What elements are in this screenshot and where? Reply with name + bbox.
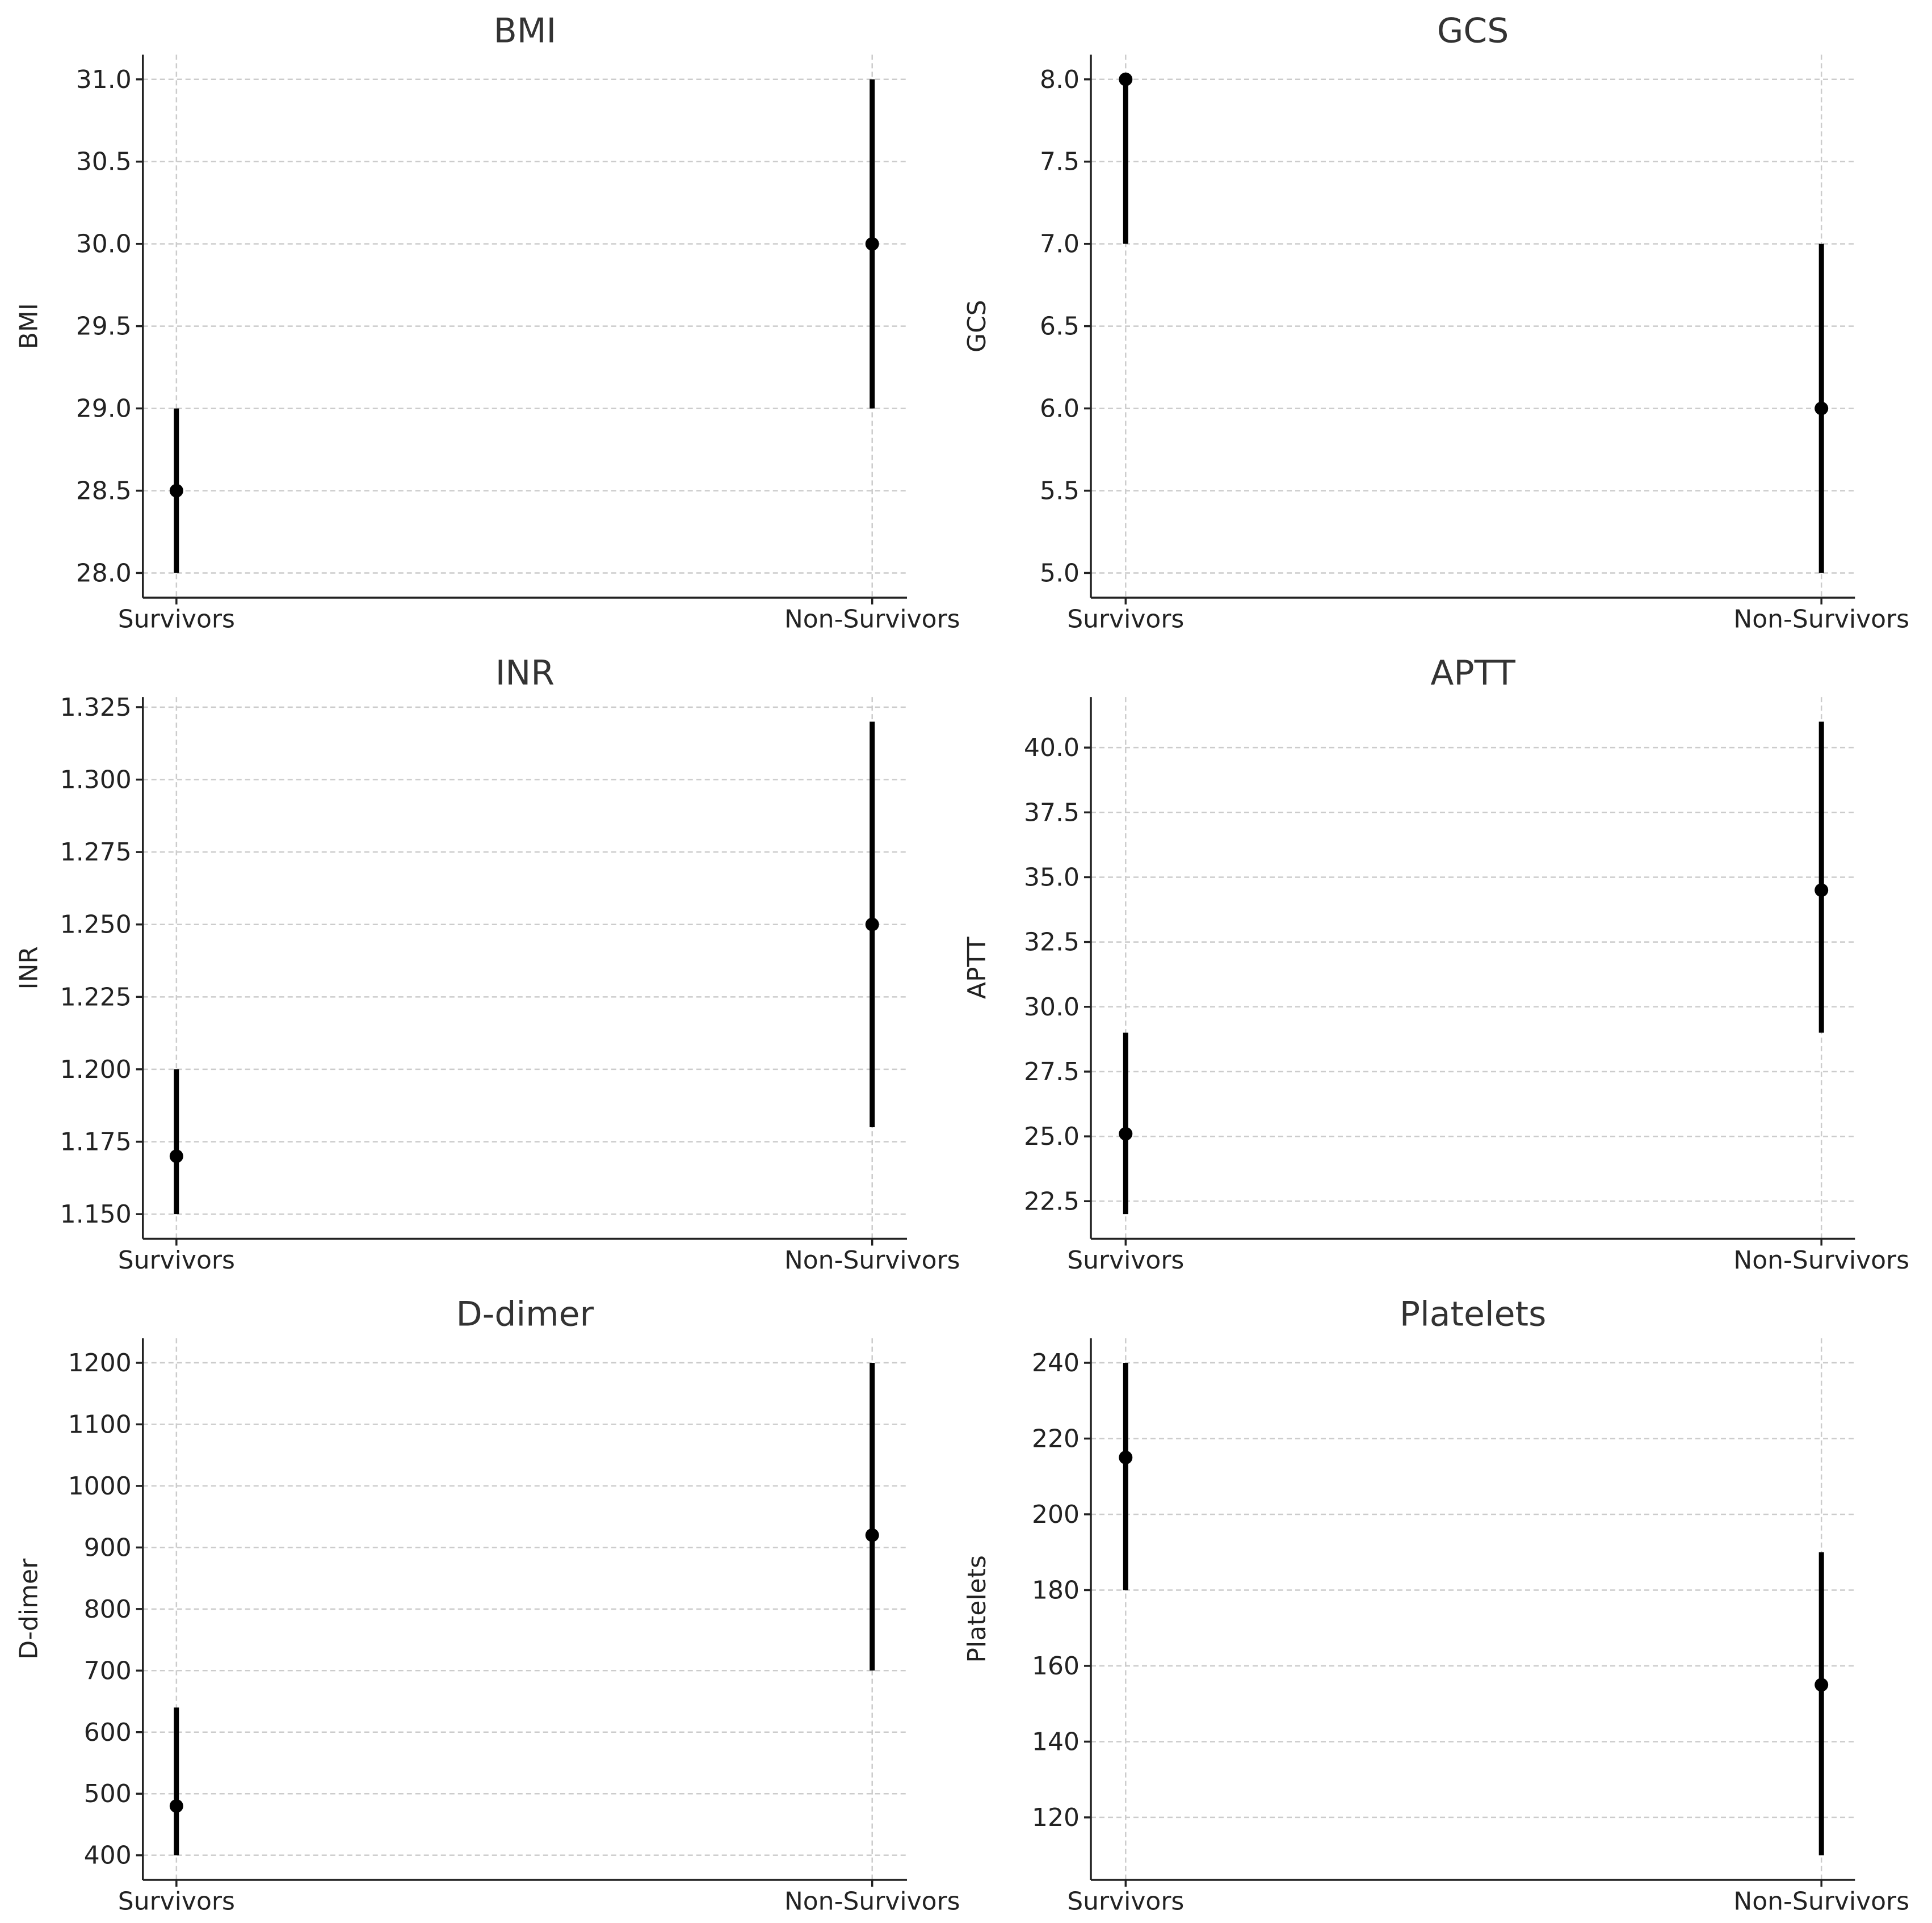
- y-tick-label: 7.5: [1040, 148, 1080, 177]
- mean-marker-non-survivors: [865, 917, 879, 931]
- y-tick-label: 30.5: [76, 148, 132, 177]
- subplot-platelets: 120 140 160 180 200 220 240 Platelets Platelets S…: [963, 1295, 1909, 1916]
- y-tick-label: 35.0: [1024, 863, 1080, 892]
- y-tick-label: 5.0: [1040, 559, 1080, 587]
- y-tick-label: 6.5: [1040, 312, 1080, 341]
- y-tick-label: 1.300: [60, 766, 132, 795]
- x-category-label: Non-Survivors: [784, 1887, 960, 1916]
- y-tick-label: 1.250: [60, 910, 132, 939]
- y-tick-label: 1000: [68, 1472, 132, 1501]
- subplot-gcs: 5.0 5.5 6.0 6.5 7.0 7.5 8.0 GCS GCS Survivors Non-…: [963, 11, 1909, 633]
- y-axis-label: APTT: [963, 937, 992, 999]
- y-tick-label: 30.0: [76, 230, 132, 259]
- panel-title: Platelets: [1400, 1295, 1546, 1334]
- y-axis-label: GCS: [963, 300, 992, 352]
- subplot-d-dimer: 400 500 600 700 800 900 1000 1100 1200 D-dimer D-d…: [15, 1295, 960, 1916]
- y-tick-label: 1.225: [60, 983, 132, 1011]
- subplot-aptt: 22.5 25.0 27.5 30.0 32.5 35.0 37.5 40.0 APTT APTT…: [963, 653, 1909, 1275]
- y-axis-label: Platelets: [963, 1555, 992, 1663]
- x-category-label: Survivors: [1067, 604, 1184, 633]
- panel-title: APTT: [1430, 653, 1515, 693]
- y-tick-label: 28.5: [76, 477, 132, 506]
- x-category-label: Non-Survivors: [784, 604, 960, 633]
- y-tick-label: 8.0: [1040, 65, 1080, 94]
- subplot-bmi: 28.0 28.5 29.0 29.5 30.0 30.5 31.0 BMI BMI Surviv…: [15, 11, 960, 633]
- panel-title: D-dimer: [456, 1295, 594, 1334]
- y-tick-label: 25.0: [1024, 1122, 1080, 1151]
- y-tick-label: 240: [1032, 1349, 1080, 1378]
- y-axis-label: D-dimer: [15, 1558, 44, 1660]
- y-tick-label: 28.0: [76, 559, 132, 587]
- y-tick-label: 1.325: [60, 693, 132, 722]
- x-category-label: Survivors: [118, 604, 235, 633]
- x-category-label: Survivors: [1067, 1246, 1184, 1275]
- mean-marker-non-survivors: [1815, 401, 1829, 415]
- x-category-label: Survivors: [1067, 1887, 1184, 1916]
- panel-title: BMI: [494, 11, 557, 51]
- mean-marker-survivors: [169, 1149, 183, 1164]
- y-tick-label: 600: [84, 1718, 132, 1747]
- y-tick-label: 29.5: [76, 312, 132, 341]
- y-tick-label: 22.5: [1024, 1187, 1080, 1216]
- y-tick-label: 7.0: [1040, 230, 1080, 259]
- mean-marker-non-survivors: [1815, 883, 1829, 897]
- y-tick-label: 5.5: [1040, 477, 1080, 506]
- mean-marker-non-survivors: [865, 237, 879, 251]
- y-tick-label: 1.200: [60, 1055, 132, 1084]
- y-tick-label: 30.0: [1024, 993, 1080, 1022]
- x-category-label: Non-Survivors: [1733, 1887, 1909, 1916]
- y-axis-label: BMI: [15, 303, 44, 349]
- y-tick-label: 1200: [68, 1349, 132, 1378]
- y-tick-label: 160: [1032, 1652, 1080, 1681]
- mean-marker-survivors: [169, 1799, 183, 1813]
- mean-marker-survivors: [1119, 1127, 1133, 1141]
- mean-marker-non-survivors: [865, 1528, 879, 1542]
- x-category-label: Non-Survivors: [1733, 604, 1909, 633]
- y-tick-label: 120: [1032, 1803, 1080, 1832]
- y-tick-label: 500: [84, 1779, 132, 1808]
- mean-marker-survivors: [1119, 1450, 1133, 1464]
- y-tick-label: 27.5: [1024, 1057, 1080, 1086]
- x-category-label: Non-Survivors: [1733, 1246, 1909, 1275]
- panel-title: GCS: [1437, 11, 1509, 51]
- y-tick-label: 1.275: [60, 838, 132, 867]
- x-category-label: Survivors: [118, 1246, 235, 1275]
- y-tick-label: 800: [84, 1595, 132, 1624]
- mean-marker-non-survivors: [1815, 1678, 1829, 1692]
- y-tick-label: 1.175: [60, 1128, 132, 1157]
- x-category-label: Non-Survivors: [784, 1246, 960, 1275]
- y-tick-label: 40.0: [1024, 733, 1080, 762]
- y-tick-label: 31.0: [76, 65, 132, 94]
- mean-marker-survivors: [169, 484, 183, 498]
- y-tick-label: 140: [1032, 1727, 1080, 1756]
- y-tick-label: 37.5: [1024, 798, 1080, 827]
- y-tick-label: 200: [1032, 1500, 1080, 1529]
- y-tick-label: 220: [1032, 1424, 1080, 1453]
- y-tick-label: 29.0: [76, 394, 132, 423]
- y-tick-label: 1100: [68, 1410, 132, 1439]
- y-tick-label: 180: [1032, 1576, 1080, 1605]
- x-category-label: Survivors: [118, 1887, 235, 1916]
- y-tick-label: 32.5: [1024, 928, 1080, 957]
- y-tick-label: 400: [84, 1841, 132, 1870]
- y-tick-label: 1.150: [60, 1200, 132, 1229]
- subplot-inr: 1.150 1.175 1.200 1.225 1.250 1.275 1.300 1.325…: [15, 653, 960, 1275]
- panel-title: INR: [495, 653, 555, 693]
- y-axis-label: INR: [15, 946, 44, 989]
- mean-marker-survivors: [1119, 72, 1133, 86]
- y-tick-label: 700: [84, 1656, 132, 1685]
- y-tick-label: 6.0: [1040, 394, 1080, 423]
- y-tick-label: 900: [84, 1533, 132, 1562]
